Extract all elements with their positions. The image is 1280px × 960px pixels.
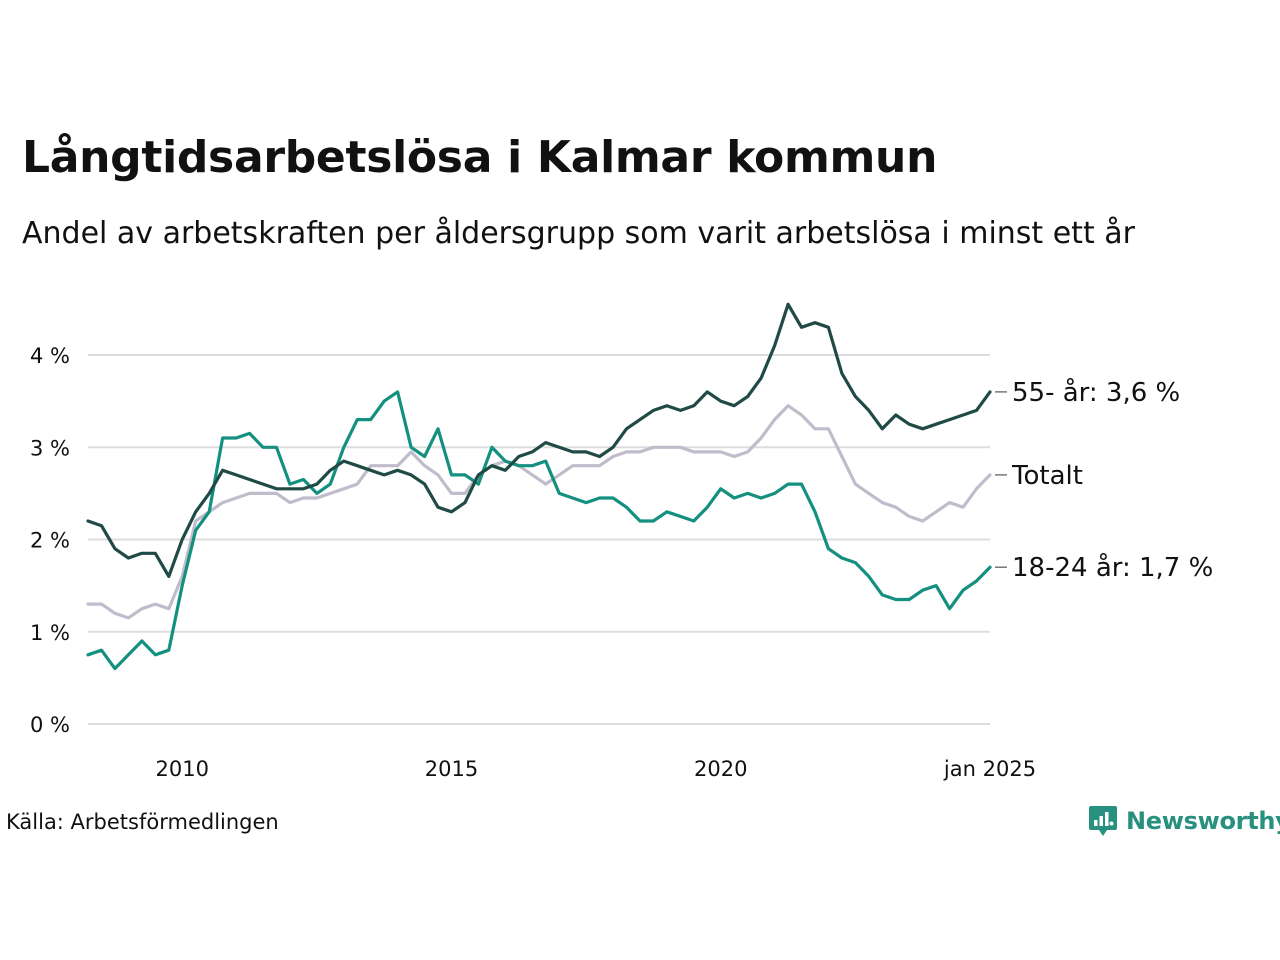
- series-end-label: 18-24 år: 1,7 %: [1012, 552, 1213, 583]
- series-lines: [86, 302, 992, 671]
- brand-logo: Newsworthy: [1088, 804, 1280, 838]
- chart-subtitle: Andel av arbetskraften per åldersgrupp s…: [22, 216, 1135, 251]
- chart-title: Långtidsarbetslösa i Kalmar kommun: [22, 132, 938, 183]
- series-end-label: Totalt: [1011, 461, 1083, 491]
- y-tick-label: 2 %: [30, 529, 70, 553]
- series-end-label: 55- år: 3,6 %: [1012, 377, 1180, 408]
- y-axis-ticks: 0 % 1 % 2 % 3 % 4 %: [30, 344, 70, 737]
- source-note: Källa: Arbetsförmedlingen: [6, 810, 279, 834]
- grid-lines: [88, 354, 990, 725]
- series-labels: Totalt 18-24 år: 1,7 % 55- år: 3,6 %: [995, 377, 1213, 583]
- y-tick-label: 1 %: [30, 621, 70, 645]
- y-tick-label: 0 %: [30, 713, 70, 737]
- x-tick-label: 2020: [694, 757, 747, 781]
- series-line: [86, 390, 992, 671]
- x-tick-label: jan 2025: [943, 757, 1036, 781]
- newsworthy-logo-icon: [1089, 806, 1117, 836]
- x-tick-label: 2015: [425, 757, 478, 781]
- series-line: [86, 302, 992, 578]
- y-tick-label: 4 %: [30, 344, 70, 368]
- y-tick-label: 3 %: [30, 436, 70, 460]
- x-tick-label: 2010: [156, 757, 209, 781]
- series-line: [86, 404, 992, 620]
- brand-name: Newsworthy: [1126, 807, 1280, 835]
- x-axis-ticks: 2010 2015 2020 jan 2025: [156, 757, 1037, 781]
